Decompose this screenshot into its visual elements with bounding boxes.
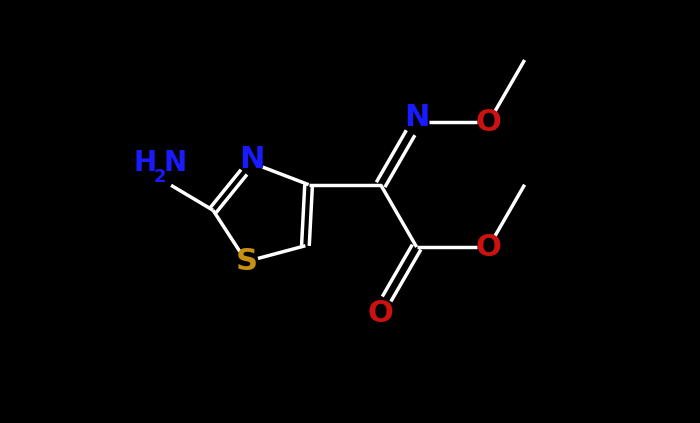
Text: N: N <box>404 103 429 132</box>
Text: O: O <box>368 299 393 328</box>
Text: 2: 2 <box>154 168 167 186</box>
Text: H: H <box>134 149 157 177</box>
Text: S: S <box>235 247 258 276</box>
Text: O: O <box>476 108 501 137</box>
Text: O: O <box>476 233 501 261</box>
Text: N: N <box>239 145 264 174</box>
Text: N: N <box>164 149 187 177</box>
